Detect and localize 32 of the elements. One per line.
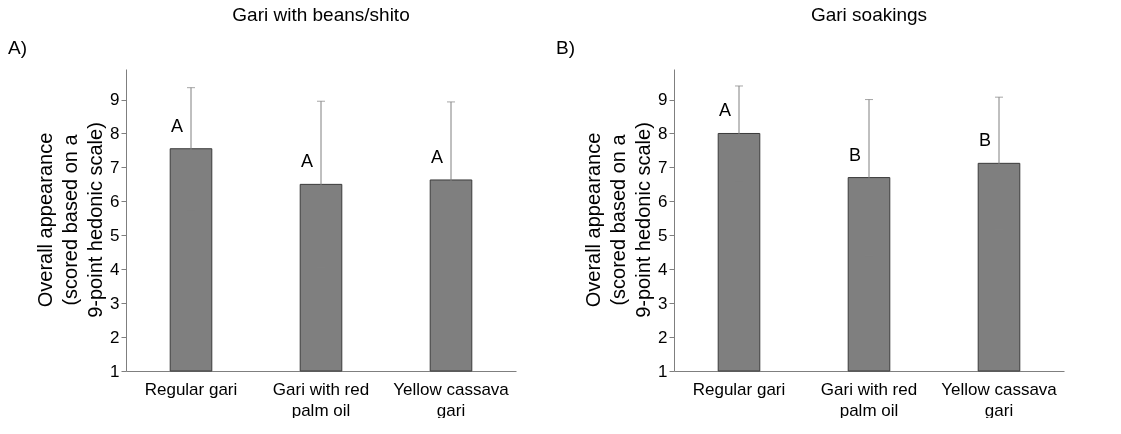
y-tick-label: 2 [658, 327, 668, 347]
annotation: B [848, 144, 862, 165]
y-tick-label: 5 [110, 225, 120, 245]
text: A) [8, 37, 27, 58]
y-tick-label: 4 [110, 259, 120, 279]
y-tick-label: 5 [658, 225, 668, 245]
y-axis-title: Overall appearance (scored based on a 9-point hedonic scale) [582, 122, 654, 318]
annotation: A [300, 151, 314, 172]
chart-title: Gari with beans/shito [232, 4, 410, 25]
annotation: B [978, 130, 992, 151]
text: B) [556, 37, 575, 58]
y-tick-label: 7 [658, 157, 668, 177]
y-tick-label: 1 [110, 361, 120, 381]
y-tick-label: 8 [658, 123, 668, 143]
y-tick-label: 3 [110, 293, 120, 313]
y-tick-label: 9 [658, 90, 668, 110]
y-tick-label: 6 [110, 191, 120, 211]
annotation: A [170, 115, 184, 136]
chart-title: Gari soakings [810, 4, 928, 25]
y-tick-label: 3 [658, 293, 668, 313]
y-tick-label: 6 [658, 191, 668, 211]
x-tick-label: Regular gari [144, 379, 238, 399]
y-tick-label: 2 [110, 327, 120, 347]
y-tick-label: 1 [658, 361, 668, 381]
annotation: A [430, 146, 444, 167]
y-axis-title: Overall appearance (scored based on a 9-point hedonic scale) [34, 122, 106, 318]
y-tick-label: 7 [110, 157, 120, 177]
y-tick-label: 4 [658, 259, 668, 279]
annotation: A [718, 100, 732, 121]
x-tick-label: Regular gari [692, 379, 786, 399]
y-tick-label: 9 [110, 90, 120, 110]
y-tick-label: 8 [110, 123, 120, 143]
